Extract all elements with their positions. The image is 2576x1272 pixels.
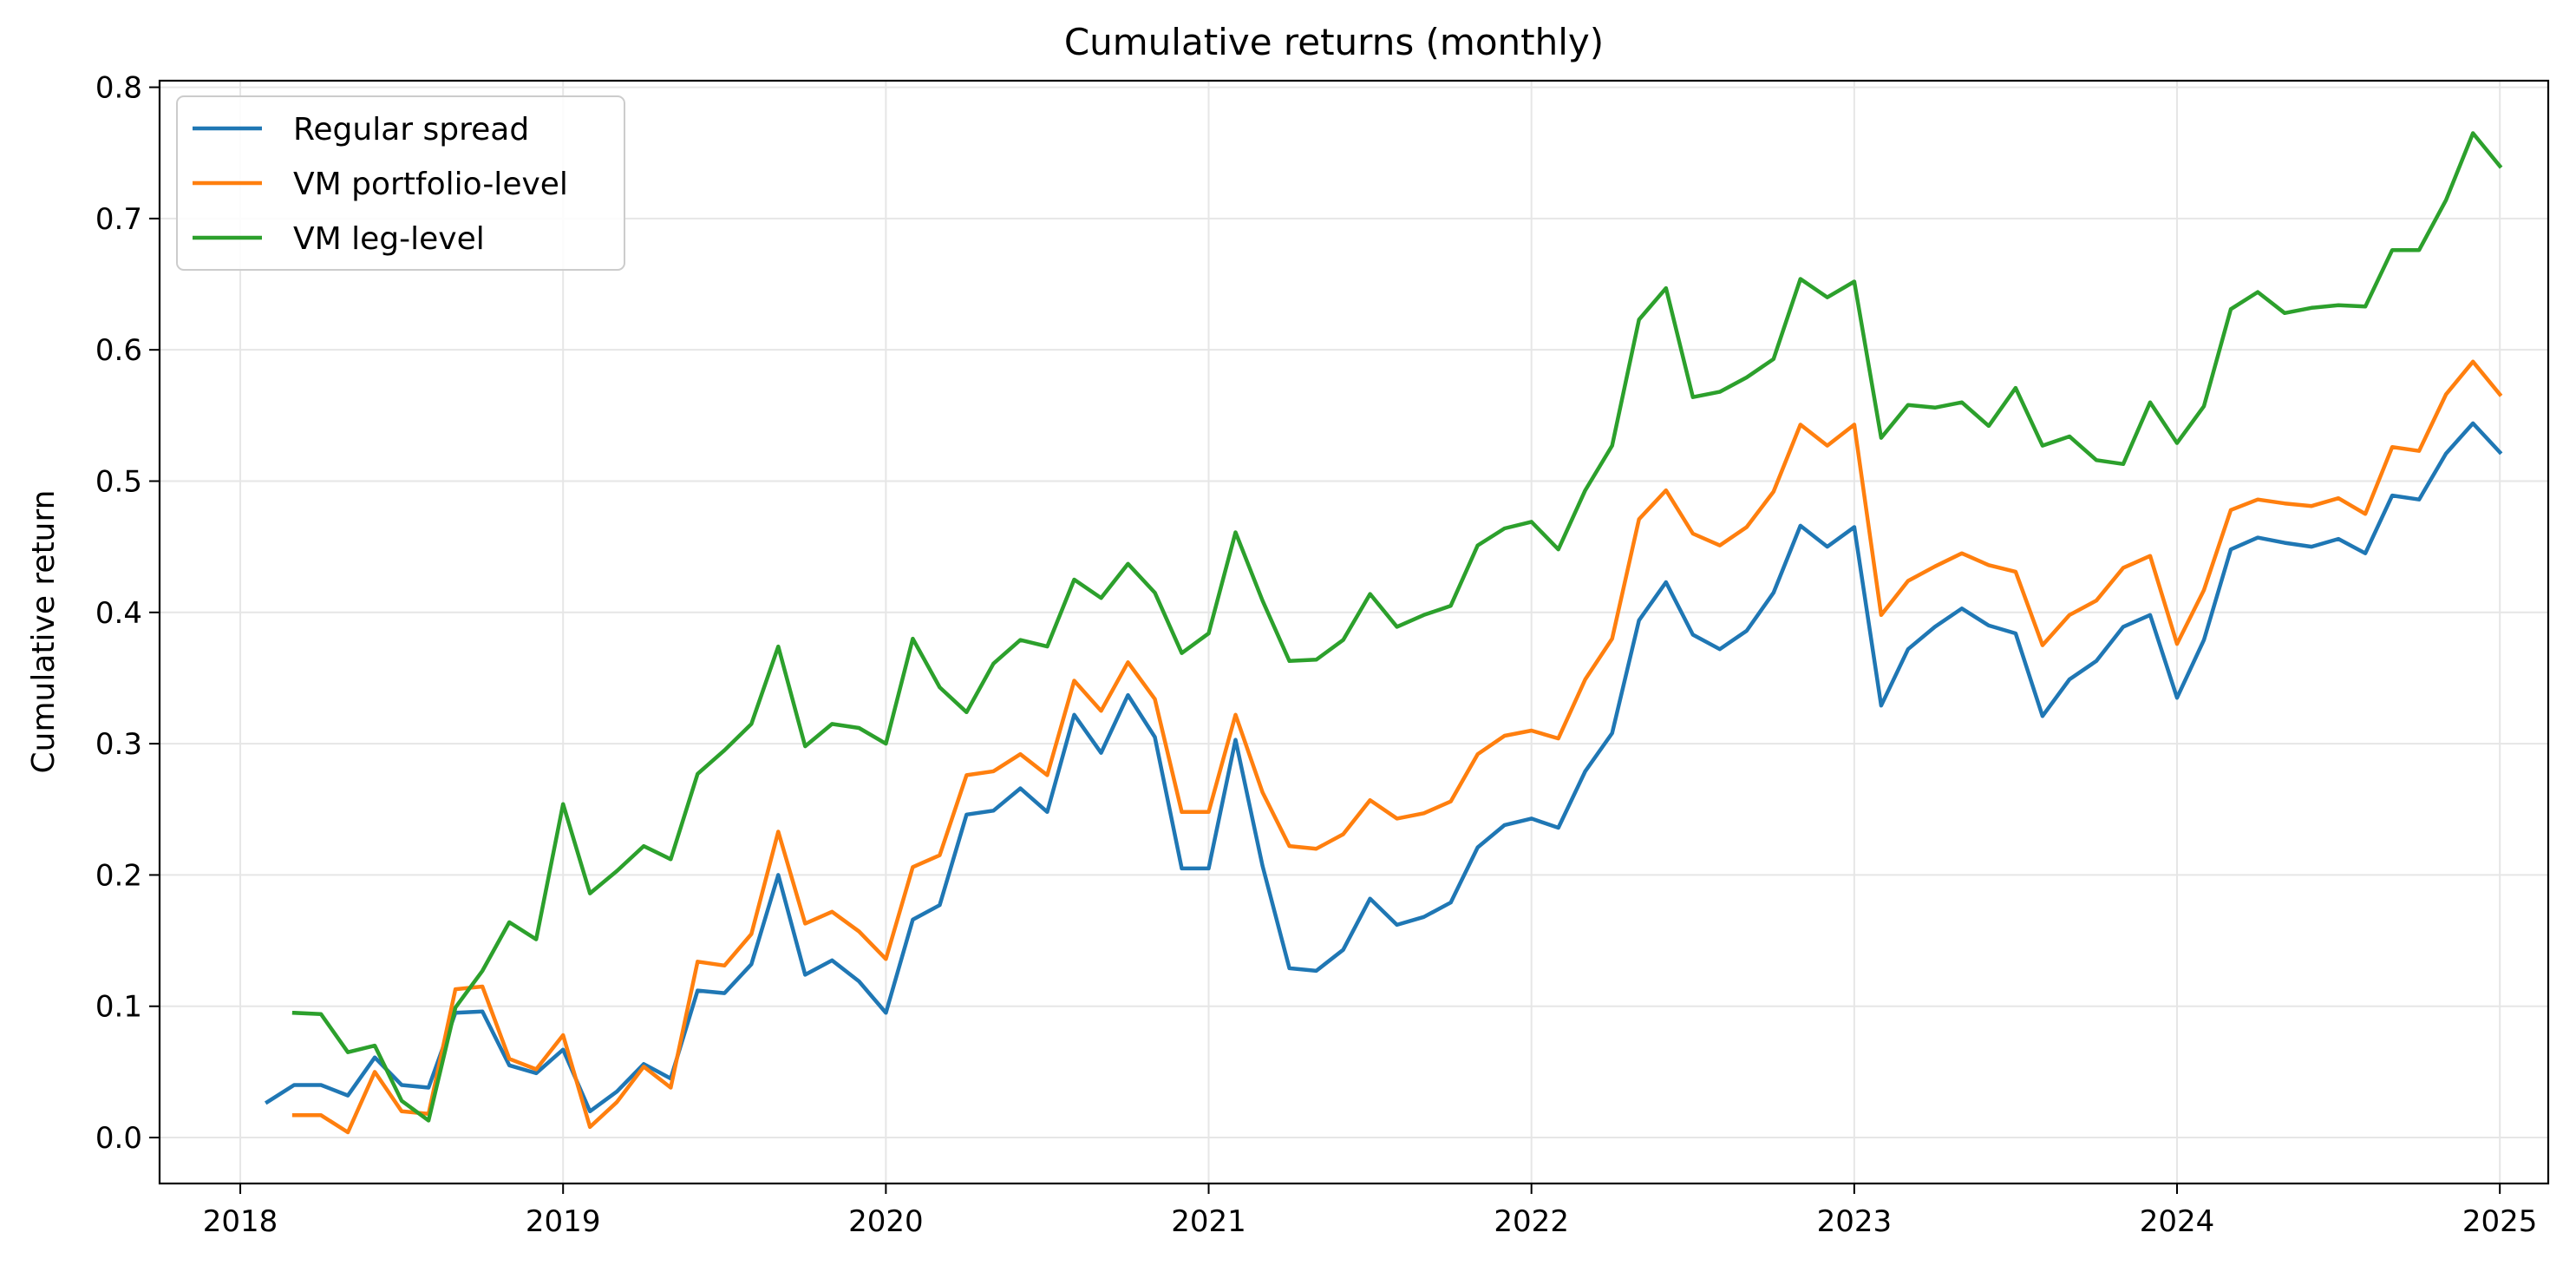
plot-frame bbox=[158, 79, 2550, 1185]
y-tick-label: 0.1 bbox=[95, 990, 142, 1025]
y-tick-label: 0.3 bbox=[95, 727, 142, 762]
x-tick-label: 2025 bbox=[2462, 1204, 2538, 1239]
x-tick-label: 2023 bbox=[1817, 1204, 1893, 1239]
x-tick-label: 2019 bbox=[526, 1204, 601, 1239]
y-tick-label: 0.6 bbox=[95, 333, 142, 368]
legend-label-2: VM portfolio-level bbox=[293, 167, 568, 202]
y-axis: 0.0 0.1 0.2 0.3 0.4 0.5 0.6 0.7 0.8 bbox=[95, 71, 160, 1156]
y-tick-label: 0.4 bbox=[95, 596, 142, 631]
x-axis: 2018 2019 2020 2021 2022 2023 2024 2025 bbox=[203, 1183, 2538, 1239]
y-tick-label: 0.5 bbox=[95, 464, 142, 499]
legend-box bbox=[176, 95, 625, 271]
y-tick-label: 0.2 bbox=[95, 858, 142, 893]
grid bbox=[160, 81, 2548, 1183]
y-tick-label: 0.0 bbox=[95, 1121, 142, 1156]
x-tick-label: 2021 bbox=[1171, 1204, 1246, 1239]
y-tick-label: 0.8 bbox=[95, 71, 142, 106]
x-tick-label: 2018 bbox=[203, 1204, 278, 1239]
series-layer bbox=[264, 131, 2503, 1135]
legend-label-3: VM leg-level bbox=[293, 221, 485, 257]
x-tick-label: 2022 bbox=[1494, 1204, 1569, 1239]
y-axis-title: Cumulative return bbox=[26, 490, 62, 774]
x-tick-label: 2020 bbox=[848, 1204, 924, 1239]
x-tick-label: 2024 bbox=[2140, 1204, 2215, 1239]
legend-label-1: Regular spread bbox=[293, 112, 529, 148]
series-line-2 bbox=[291, 359, 2503, 1135]
series-line-1 bbox=[264, 421, 2503, 1114]
chart-title: Cumulative returns (monthly) bbox=[1064, 21, 1604, 63]
legend: Regular spread VM portfolio-level VM leg-l… bbox=[176, 95, 625, 271]
series-line-3 bbox=[291, 131, 2503, 1123]
y-tick-label: 0.7 bbox=[95, 202, 142, 237]
